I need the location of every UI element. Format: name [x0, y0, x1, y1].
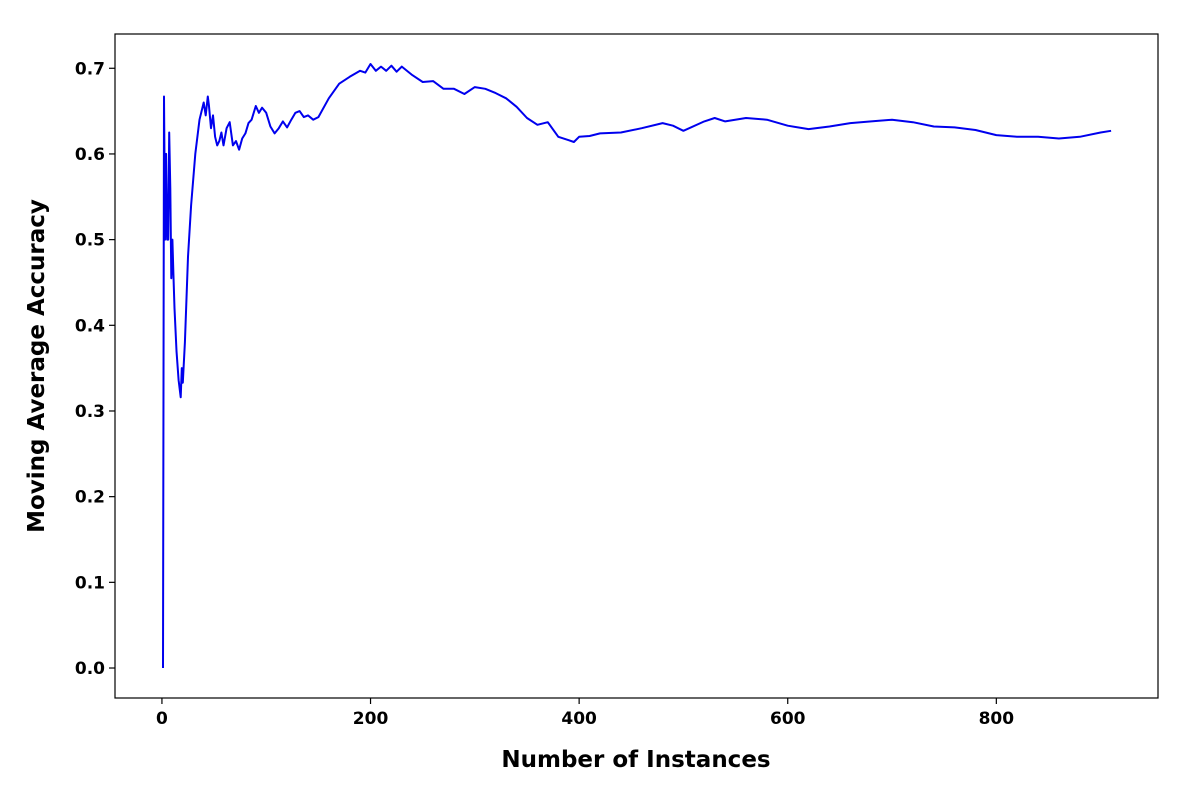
x-tick-label: 200 — [353, 709, 389, 729]
plot-area — [114, 33, 1159, 699]
y-tick-label: 0.7 — [75, 59, 105, 79]
y-tick-label: 0.3 — [75, 402, 105, 422]
x-axis-ticks: 0 200 400 600 800 — [156, 698, 1014, 729]
x-tick-label: 800 — [979, 709, 1015, 729]
y-tick-label: 0.2 — [75, 488, 105, 508]
x-tick-label: 600 — [770, 709, 806, 729]
x-tick-label: 0 — [156, 709, 168, 729]
y-tick-label: 0.5 — [75, 231, 105, 251]
series-line — [162, 63, 1112, 669]
y-axis-ticks: 0.0 0.1 0.2 0.3 0.4 0.5 0.6 0.7 — [75, 59, 115, 679]
y-tick-label: 0.0 — [75, 659, 105, 679]
y-axis-title: Moving Average Accuracy — [24, 199, 50, 533]
x-tick-label: 400 — [561, 709, 597, 729]
y-tick-label: 0.6 — [75, 145, 105, 165]
x-axis-title: Number of Instances — [501, 747, 770, 773]
y-tick-label: 0.1 — [75, 573, 105, 593]
y-tick-label: 0.4 — [75, 316, 105, 336]
